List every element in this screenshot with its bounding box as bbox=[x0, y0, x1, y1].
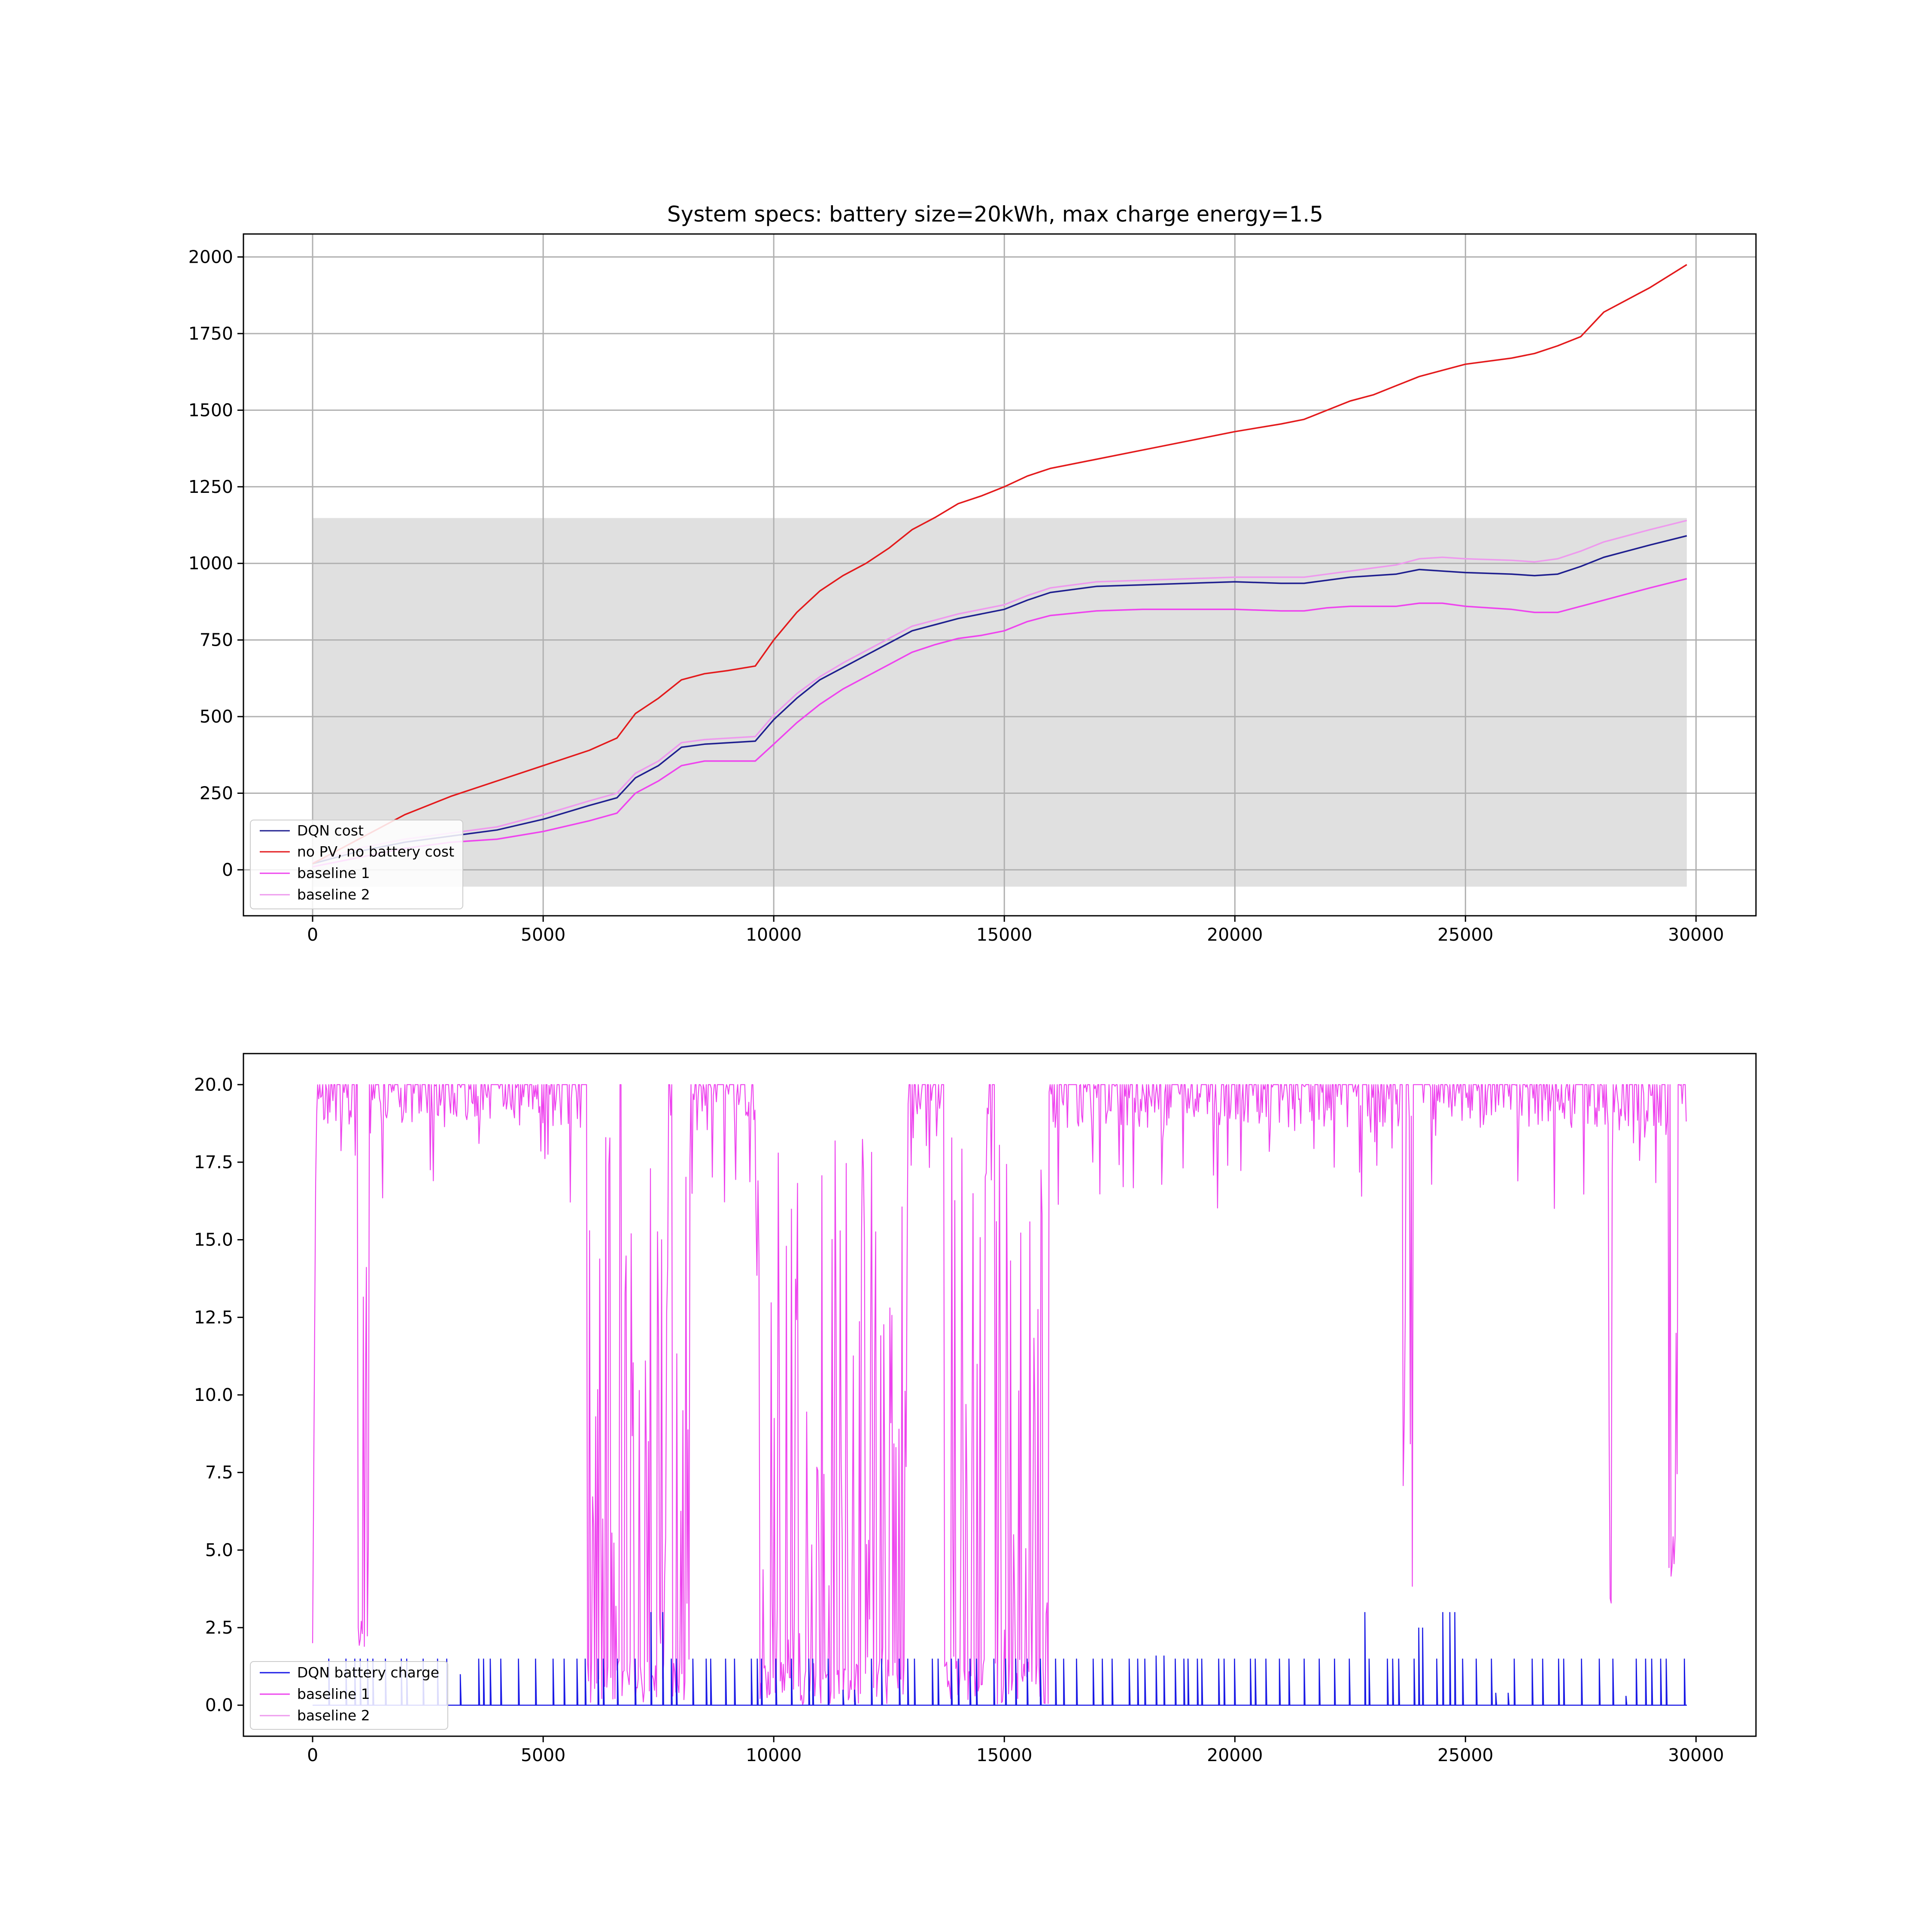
cost-chart-legend: DQN cost no PV, no battery cost baseline… bbox=[250, 820, 463, 909]
charge-xtick-label: 10000 bbox=[746, 1745, 802, 1765]
cost-ytick-label: 1000 bbox=[188, 553, 233, 574]
charge-ytick-label: 10.0 bbox=[194, 1385, 233, 1405]
charge-xtick-label: 20000 bbox=[1207, 1745, 1263, 1765]
legend-box bbox=[250, 820, 463, 909]
charge-ytick-label: 5.0 bbox=[205, 1540, 233, 1560]
legend-label-baseline-1: baseline 1 bbox=[297, 1686, 370, 1702]
cost-ytick-label: 250 bbox=[200, 783, 233, 804]
legend-label-dqn-cost: DQN cost bbox=[297, 822, 364, 839]
charge-xtick-label: 0 bbox=[307, 1745, 318, 1765]
no-pv-no-battery-line bbox=[312, 264, 1687, 865]
charge-ytick-label: 12.5 bbox=[194, 1307, 233, 1327]
battery-charge-series bbox=[312, 1084, 1687, 1706]
charge-ytick-label: 7.5 bbox=[205, 1462, 233, 1483]
legend-label-baseline-1: baseline 1 bbox=[297, 865, 370, 881]
cost-xtick-label: 15000 bbox=[976, 924, 1032, 945]
legend-label-dqn-charge: DQN battery charge bbox=[297, 1664, 439, 1681]
cost-ytick-label: 750 bbox=[200, 630, 233, 650]
battery-charge-chart: 0 5000 10000 15000 20000 25000 30000 0.0 2.5 5.0 7… bbox=[194, 1053, 1757, 1765]
legend-label-no-pv: no PV, no battery cost bbox=[297, 843, 454, 860]
cost-chart-grid bbox=[243, 234, 1756, 916]
charge-ytick-label: 2.5 bbox=[205, 1617, 233, 1638]
battery-charge-ticks: 0 5000 10000 15000 20000 25000 30000 0.0 2.5 5.0 7… bbox=[194, 1074, 1724, 1765]
uncertainty-band bbox=[313, 518, 1687, 887]
dqn-battery-charge-line bbox=[313, 1612, 1687, 1706]
baseline-2-line bbox=[312, 519, 1687, 863]
charge-xtick-label: 30000 bbox=[1668, 1745, 1724, 1765]
charge-ytick-label: 0.0 bbox=[205, 1695, 233, 1716]
cost-ytick-label: 500 bbox=[200, 706, 233, 727]
cost-xtick-label: 25000 bbox=[1437, 924, 1493, 945]
charge-ytick-label: 17.5 bbox=[194, 1152, 233, 1173]
cost-xtick-label: 5000 bbox=[521, 924, 565, 945]
cost-ytick-label: 1500 bbox=[188, 400, 233, 420]
cost-ytick-label: 0 bbox=[222, 860, 233, 880]
legend-box bbox=[250, 1661, 448, 1730]
cost-xtick-label: 20000 bbox=[1207, 924, 1263, 945]
cost-xtick-label: 0 bbox=[307, 924, 318, 945]
legend-label-baseline-2: baseline 2 bbox=[297, 1707, 370, 1724]
cost-chart-ticks: 0 5000 10000 15000 20000 25000 30000 0 250 500 750… bbox=[188, 247, 1724, 945]
charge-xtick-label: 25000 bbox=[1437, 1745, 1493, 1765]
charge-xtick-label: 15000 bbox=[976, 1745, 1032, 1765]
cost-ytick-label: 1750 bbox=[188, 323, 233, 344]
charge-xtick-label: 5000 bbox=[521, 1745, 565, 1765]
cost-chart: System specs: battery size=20kWh, max ch… bbox=[188, 202, 1757, 945]
charge-ytick-label: 15.0 bbox=[194, 1230, 233, 1250]
legend-label-baseline-2: baseline 2 bbox=[297, 886, 370, 903]
cost-ytick-label: 1250 bbox=[188, 477, 233, 497]
cost-xtick-label: 30000 bbox=[1668, 924, 1724, 945]
charge-ytick-label: 20.0 bbox=[194, 1074, 233, 1095]
cost-chart-series bbox=[312, 264, 1687, 868]
baseline-1-charge-line bbox=[312, 1084, 1687, 1706]
battery-charge-legend: DQN battery charge baseline 1 baseline 2 bbox=[250, 1661, 448, 1730]
cost-xtick-label: 10000 bbox=[746, 924, 802, 945]
cost-ytick-label: 2000 bbox=[188, 247, 233, 267]
cost-chart-title: System specs: battery size=20kWh, max ch… bbox=[667, 202, 1323, 227]
dqn-cost-line bbox=[312, 535, 1687, 865]
baseline-1-line bbox=[312, 578, 1687, 868]
cost-chart-axes-frame bbox=[243, 233, 1757, 917]
